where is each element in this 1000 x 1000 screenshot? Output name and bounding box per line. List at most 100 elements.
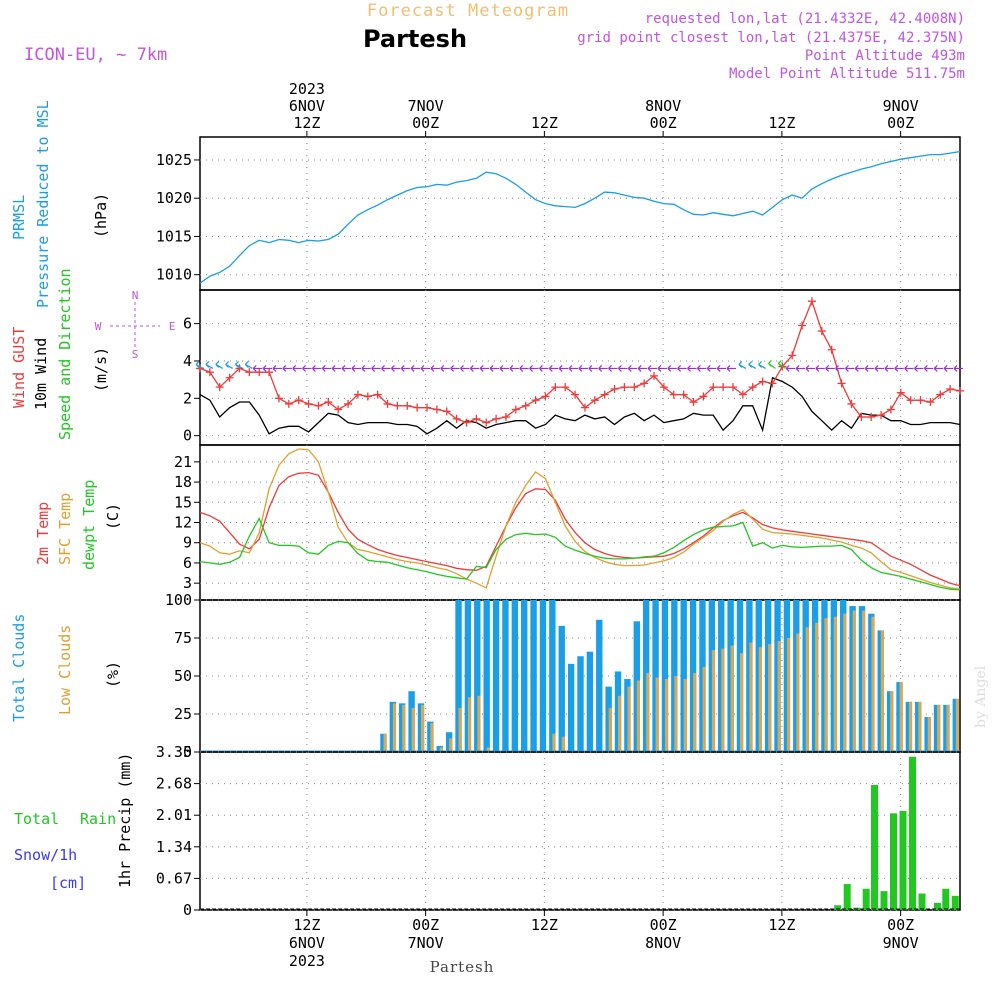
gust-marker [363, 392, 372, 401]
y-tick-label: 1020 [156, 189, 192, 207]
low-cloud-bar [777, 641, 781, 752]
model-label: ICON-EU, ~ 7km [24, 45, 167, 65]
y-tick-label: 100 [165, 591, 192, 609]
gust-marker [383, 399, 392, 408]
gust-marker [284, 399, 293, 408]
gust-marker [521, 401, 530, 410]
y-tick-label: 4 [183, 352, 192, 370]
wind-dir-arrow [205, 361, 214, 369]
temp-label-dewpt: dewpt Temp [80, 480, 98, 570]
wind-dir-arrow [795, 365, 806, 372]
wind-dir-arrow [617, 365, 628, 372]
rain-bar [871, 785, 878, 910]
wind-dir-arrow [302, 365, 312, 372]
wind-dir-arrow [677, 365, 687, 372]
low-cloud-bar [796, 633, 800, 752]
y-tick-label: 2.01 [156, 806, 192, 824]
total-cloud-bar [558, 625, 565, 752]
wind-dir-arrow [272, 365, 282, 372]
total-cloud-bar [652, 600, 659, 752]
low-cloud-bar [805, 627, 809, 752]
wind-dir-arrow [489, 365, 500, 372]
low-cloud-bar [843, 613, 847, 752]
gust-marker [482, 418, 491, 427]
wind-compass: N W E S [95, 289, 176, 361]
temp-label-unit: (C) [104, 503, 122, 530]
wind-dir-arrow [854, 365, 865, 372]
low-cloud-bar [439, 747, 443, 752]
wind-dir-arrow [400, 365, 411, 372]
wind-dir-arrow [292, 365, 302, 372]
bottom-time-label: 6NOV [289, 934, 325, 952]
low-cloud-bar [880, 630, 884, 752]
bottom-time-label: 00Z [650, 916, 677, 934]
top-time-label: 12Z [768, 114, 795, 132]
low-cloud-bar [740, 653, 744, 752]
compass-s: S [132, 348, 139, 361]
gust-marker [916, 396, 925, 405]
total-cloud-bar [474, 600, 481, 752]
wind-dir-arrow [410, 365, 421, 372]
series-sfc-temp [199, 448, 961, 590]
low-cloud-bar [674, 676, 678, 752]
gust-marker [620, 383, 629, 392]
gust-marker [748, 383, 757, 392]
total-cloud-bar [567, 663, 575, 752]
credit-watermark: by Angel [973, 665, 989, 728]
gust-marker [640, 379, 649, 388]
low-cloud-bar [449, 738, 453, 752]
low-cloud-bar [411, 707, 415, 752]
wind-dir-arrow [195, 361, 204, 369]
wind-dir-arrow [696, 365, 707, 372]
model-point-altitude: Model Point Altitude 511.75m [729, 66, 965, 82]
low-cloud-bar [749, 642, 753, 752]
wind-dir-arrow [706, 365, 717, 372]
wind-dir-arrow [312, 365, 322, 372]
rain-bar [843, 884, 851, 910]
total-cloud-bar [502, 600, 509, 752]
top-time-label: 8NOV [645, 97, 681, 115]
pressure-label-unit: (hPa) [92, 193, 110, 238]
point-altitude: Point Altitude 493m [805, 48, 965, 64]
low-cloud-bar [927, 717, 931, 752]
footer-location: Partesh [430, 958, 495, 976]
gust-marker [462, 418, 471, 427]
gust-marker [205, 368, 214, 377]
low-cloud-bar [833, 616, 838, 752]
gust-marker [719, 383, 728, 392]
low-cloud-bar [721, 648, 725, 752]
wind-dir-arrow [225, 361, 233, 369]
low-cloud-bar [636, 680, 640, 752]
low-cloud-bar [946, 704, 950, 752]
total-cloud-bar [539, 600, 547, 752]
low-cloud-bar [655, 677, 659, 752]
gust-marker [314, 401, 323, 410]
gust-marker [807, 297, 816, 306]
wind-dir-arrow [282, 365, 292, 372]
wind-dir-arrow [874, 365, 885, 372]
y-tick-label: 15 [174, 493, 192, 511]
gust-marker [472, 414, 481, 423]
gust-marker [403, 401, 412, 410]
low-cloud-bar [937, 704, 941, 752]
y-tick-label: 0 [183, 901, 192, 919]
low-cloud-bar [618, 695, 622, 752]
low-cloud-bar [918, 701, 922, 752]
total-cloud-bar [511, 600, 519, 752]
wind-dir-arrow [469, 365, 480, 372]
wind-dir-arrow [777, 360, 786, 369]
low-cloud-bar [702, 666, 706, 752]
total-cloud-bar [530, 600, 537, 752]
gust-marker [215, 383, 224, 392]
temp-label-sfc: SFC Temp [56, 493, 74, 565]
low-cloud-bar [552, 733, 556, 752]
gust-marker [867, 412, 876, 421]
wind-dir-arrow [748, 361, 757, 369]
pressure-label-prmsl: PRMSL [10, 195, 28, 240]
top-time-label: 9NOV [883, 97, 919, 115]
y-tick-label: 6 [183, 315, 192, 333]
total-cloud-bar [577, 656, 584, 752]
y-tick-label: 12 [174, 514, 192, 532]
y-tick-label: 3 [183, 574, 192, 592]
